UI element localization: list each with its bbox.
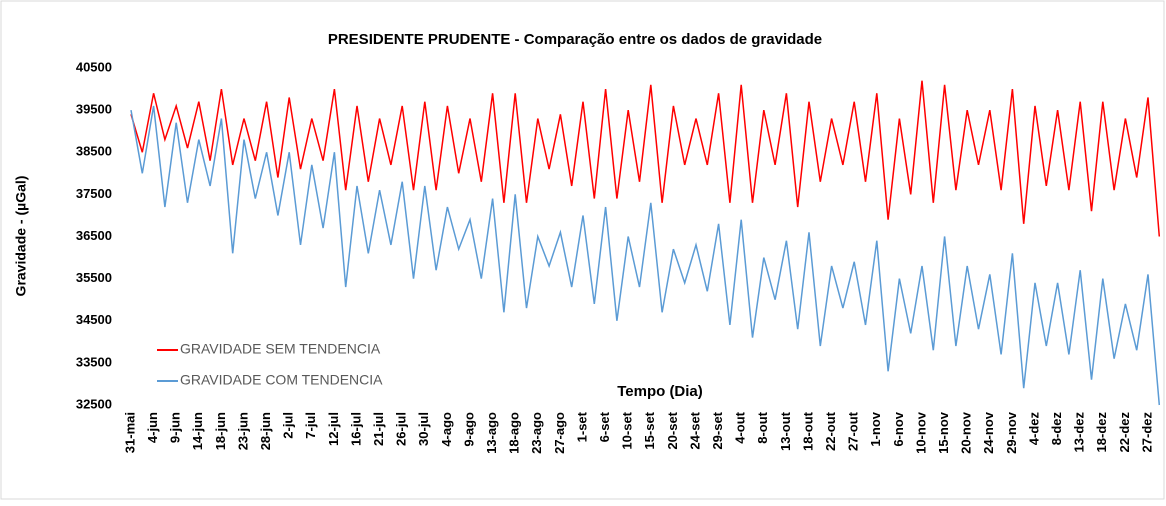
x-tick-label: 29-set <box>710 411 725 449</box>
x-tick-label: 10-nov <box>913 411 928 454</box>
x-tick-label: 22-out <box>823 411 838 451</box>
x-tick-label: 24-nov <box>981 411 996 454</box>
chart-title: PRESIDENTE PRUDENTE - Comparação entre o… <box>328 31 822 48</box>
x-tick-label: 1-set <box>574 411 589 442</box>
x-tick-label: 6-set <box>597 411 612 442</box>
x-tick-label: 31-mai <box>122 412 137 453</box>
x-tick-label: 14-jun <box>190 412 205 450</box>
x-tick-label: 9-jun <box>168 412 183 443</box>
x-tick-label: 21-jul <box>371 412 386 446</box>
x-tick-label: 20-nov <box>959 411 974 454</box>
legend-label: GRAVIDADE COM TENDENCIA <box>180 372 383 388</box>
x-tick-label: 13-dez <box>1072 412 1087 453</box>
x-tick-label: 18-ago <box>507 412 522 454</box>
x-tick-label: 18-jun <box>213 412 228 450</box>
y-tick-label: 35500 <box>76 270 112 285</box>
x-tick-label: 2-jul <box>281 412 296 439</box>
x-tick-label: 20-set <box>665 411 680 449</box>
x-tick-label: 4-dez <box>1026 412 1041 446</box>
x-tick-label: 30-jul <box>416 412 431 446</box>
legend-label: GRAVIDADE SEM TENDENCIA <box>180 341 381 357</box>
x-tick-label: 4-ago <box>439 412 454 447</box>
x-tick-label: 26-jul <box>394 412 409 446</box>
y-tick-label: 36500 <box>76 228 112 243</box>
x-tick-label: 8-out <box>755 411 770 443</box>
y-tick-label: 34500 <box>76 312 112 327</box>
x-tick-label: 27-ago <box>552 412 567 454</box>
x-tick-label: 9-ago <box>461 412 476 447</box>
x-tick-label: 7-jul <box>303 412 318 439</box>
x-tick-label: 16-jul <box>348 412 363 446</box>
x-tick-label: 18-dez <box>1094 412 1109 453</box>
x-tick-label: 12-jul <box>326 412 341 446</box>
series-line <box>130 80 1161 237</box>
x-tick-label: 23-jun <box>235 412 250 450</box>
x-tick-label: 22-dez <box>1117 412 1132 453</box>
y-tick-label: 33500 <box>76 354 112 369</box>
x-tick-label: 8-dez <box>1049 412 1064 446</box>
x-tick-label: 15-set <box>642 411 657 449</box>
x-tick-label: 27-out <box>846 411 861 451</box>
x-axis-label: Tempo (Dia) <box>617 383 703 400</box>
series-line <box>130 105 1161 406</box>
x-tick-label: 18-out <box>800 411 815 451</box>
x-tick-label: 4-jun <box>145 412 160 443</box>
x-tick-label: 6-nov <box>891 411 906 446</box>
x-tick-label: 4-out <box>733 411 748 443</box>
x-tick-label: 1-nov <box>868 411 883 446</box>
x-tick-label: 27-dez <box>1139 412 1154 453</box>
x-tick-label: 13-out <box>778 411 793 451</box>
y-tick-label: 38500 <box>76 144 112 159</box>
x-tick-label: 13-ago <box>484 412 499 454</box>
x-tick-label: 29-nov <box>1004 411 1019 454</box>
y-tick-label: 32500 <box>76 396 112 411</box>
y-tick-label: 40500 <box>76 59 112 74</box>
x-tick-label: 23-ago <box>529 412 544 454</box>
x-tick-label: 24-set <box>687 411 702 449</box>
y-tick-label: 37500 <box>76 186 112 201</box>
x-tick-label: 10-set <box>620 411 635 449</box>
y-axis-label: Gravidade - (µGal) <box>13 176 29 297</box>
x-tick-label: 15-nov <box>936 411 951 454</box>
y-tick-label: 39500 <box>76 102 112 117</box>
x-tick-label: 28-jun <box>258 412 273 450</box>
